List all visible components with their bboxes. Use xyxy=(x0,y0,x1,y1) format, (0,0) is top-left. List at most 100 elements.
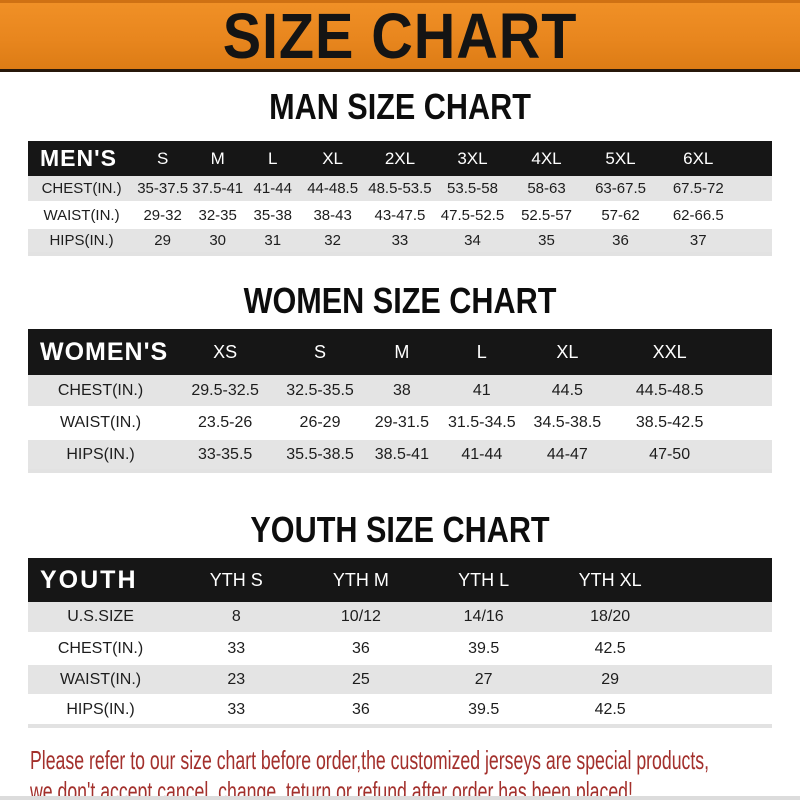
spacer-cell xyxy=(675,633,772,665)
size-column-header: M xyxy=(394,341,410,362)
men-section-heading: MAN SIZE CHART xyxy=(269,86,531,127)
size-value: 31.5-34.5 xyxy=(440,407,523,440)
mens-size-table: MEN'S S M L XL 2XL 3XL 4XL 5XL 6XL CHEST(IN.) 35-37… xyxy=(28,141,772,256)
spacer-cell xyxy=(738,141,772,176)
size-value: 53.5-58 xyxy=(434,176,511,203)
measurement-label: HIPS(IN.) xyxy=(28,228,136,255)
spacer-cell xyxy=(738,202,772,229)
size-value: 33 xyxy=(173,633,300,665)
table-header-row: WOMEN'S XS S M L XL XXL xyxy=(28,329,772,375)
size-column-header: XS xyxy=(213,341,238,362)
size-value: 43-47.5 xyxy=(364,202,435,229)
size-value: 36 xyxy=(299,695,423,727)
spacer-cell xyxy=(727,439,772,472)
size-value: 38-43 xyxy=(300,202,365,229)
size-value: 14/16 xyxy=(422,602,546,634)
size-value: 18/20 xyxy=(545,602,676,634)
section-women-size-chart: WOMEN SIZE CHART WOMEN'S XS S M L XL XXL CHEST(… xyxy=(0,283,800,473)
size-value: 37 xyxy=(658,228,739,255)
size-value: 38.5-42.5 xyxy=(611,407,728,440)
size-value: 35 xyxy=(510,228,583,255)
size-value: 29.5-32.5 xyxy=(173,375,278,408)
youth-size-table: YOUTH YTH S YTH M YTH L YTH XL U.S.SIZE 8 10/12… xyxy=(28,558,772,728)
size-column-header: YTH M xyxy=(332,569,389,590)
size-value: 36 xyxy=(299,633,423,665)
spacer-cell xyxy=(727,375,772,408)
spacer-cell xyxy=(738,228,772,255)
size-value: 25 xyxy=(299,664,423,696)
size-tables-container: MAN SIZE CHART MEN'S S M L XL 2XL 3XL 4XL 5XL 6XL… xyxy=(0,89,800,728)
measurement-row: HIPS(IN.) 29 30 31 32 33 34 35 36 37 xyxy=(28,228,772,255)
size-chart-banner: SIZE CHART xyxy=(0,0,800,72)
section-youth-size-chart: YOUTH SIZE CHART YOUTH YTH S YTH M YTH L YTH… xyxy=(0,512,800,728)
size-value: 67.5-72 xyxy=(658,176,739,203)
size-value: 35-37.5 xyxy=(135,176,191,203)
size-value: 32-35 xyxy=(190,202,246,229)
size-value: 36 xyxy=(582,228,659,255)
table-title-cell: YOUTH xyxy=(40,565,138,594)
size-value: 29 xyxy=(135,228,191,255)
measurement-row: CHEST(IN.) 29.5-32.5 32.5-35.5 38 41 44.5 44.5… xyxy=(28,375,772,408)
spacer-cell xyxy=(675,664,772,696)
size-column-header: XXL xyxy=(652,341,687,362)
measurement-label: WAIST(IN.) xyxy=(28,664,174,696)
measurement-label: HIPS(IN.) xyxy=(28,439,174,472)
size-column-header: S xyxy=(156,148,169,168)
measurement-row: HIPS(IN.) 33 36 39.5 42.5 xyxy=(28,695,772,727)
spacer-cell xyxy=(727,329,772,375)
size-value: 44-47 xyxy=(522,439,612,472)
size-column-header: 3XL xyxy=(457,148,488,168)
measurement-label: CHEST(IN.) xyxy=(28,176,136,203)
size-value: 23 xyxy=(173,664,300,696)
table-header-row: YOUTH YTH S YTH M YTH L YTH XL xyxy=(28,558,772,602)
measurement-label: HIPS(IN.) xyxy=(28,695,174,727)
size-value: 44-48.5 xyxy=(300,176,365,203)
size-value: 58-63 xyxy=(510,176,583,203)
measurement-row: WAIST(IN.) 23 25 27 29 xyxy=(28,664,772,696)
table-header-row: MEN'S S M L XL 2XL 3XL 4XL 5XL 6XL xyxy=(28,141,772,176)
size-value: 57-62 xyxy=(582,202,659,229)
size-value: 48.5-53.5 xyxy=(364,176,435,203)
size-value: 23.5-26 xyxy=(173,407,278,440)
size-column-header: 5XL xyxy=(605,148,636,168)
size-value: 31 xyxy=(245,228,301,255)
banner-title: SIZE CHART xyxy=(222,0,578,72)
size-value: 32 xyxy=(300,228,365,255)
measurement-row: HIPS(IN.) 33-35.5 35.5-38.5 38.5-41 41-44 44-… xyxy=(28,439,772,472)
measurement-label: WAIST(IN.) xyxy=(28,202,136,229)
size-value: 29-31.5 xyxy=(362,407,441,440)
size-value: 33 xyxy=(173,695,300,727)
size-column-header: YTH XL xyxy=(578,569,642,590)
size-value: 10/12 xyxy=(299,602,423,634)
size-value: 35.5-38.5 xyxy=(277,439,363,472)
size-value: 8 xyxy=(173,602,300,634)
size-value: 39.5 xyxy=(422,695,546,727)
size-value: 62-66.5 xyxy=(658,202,739,229)
size-value: 34 xyxy=(434,228,511,255)
size-value: 33 xyxy=(364,228,435,255)
size-value: 29-32 xyxy=(135,202,191,229)
size-value: 39.5 xyxy=(422,633,546,665)
size-value: 30 xyxy=(190,228,246,255)
size-value: 38.5-41 xyxy=(362,439,441,472)
measurement-label: CHEST(IN.) xyxy=(28,375,174,408)
footer-note: Please refer to our size chart before or… xyxy=(30,745,800,800)
size-value: 44.5 xyxy=(522,375,612,408)
spacer-cell xyxy=(738,176,772,203)
measurement-row: CHEST(IN.) 35-37.5 37.5-41 41-44 44-48.5 48.5… xyxy=(28,176,772,203)
size-value: 37.5-41 xyxy=(190,176,246,203)
size-column-header: XL xyxy=(556,341,579,362)
size-value: 47.5-52.5 xyxy=(434,202,511,229)
size-value: 27 xyxy=(422,664,546,696)
table-title-cell: WOMEN'S xyxy=(40,337,169,366)
women-section-heading: WOMEN SIZE CHART xyxy=(243,280,557,321)
size-value: 38 xyxy=(362,375,441,408)
table-title-cell: MEN'S xyxy=(40,145,117,171)
size-column-header: S xyxy=(314,341,327,362)
size-column-header: YTH S xyxy=(209,569,263,590)
size-column-header: 4XL xyxy=(531,148,562,168)
spacer-cell xyxy=(675,602,772,634)
womens-size-table: WOMEN'S XS S M L XL XXL CHEST(IN.) 29.5-32.5 32.5… xyxy=(28,329,772,473)
size-value: 32.5-35.5 xyxy=(277,375,363,408)
size-column-header: L xyxy=(268,148,278,168)
